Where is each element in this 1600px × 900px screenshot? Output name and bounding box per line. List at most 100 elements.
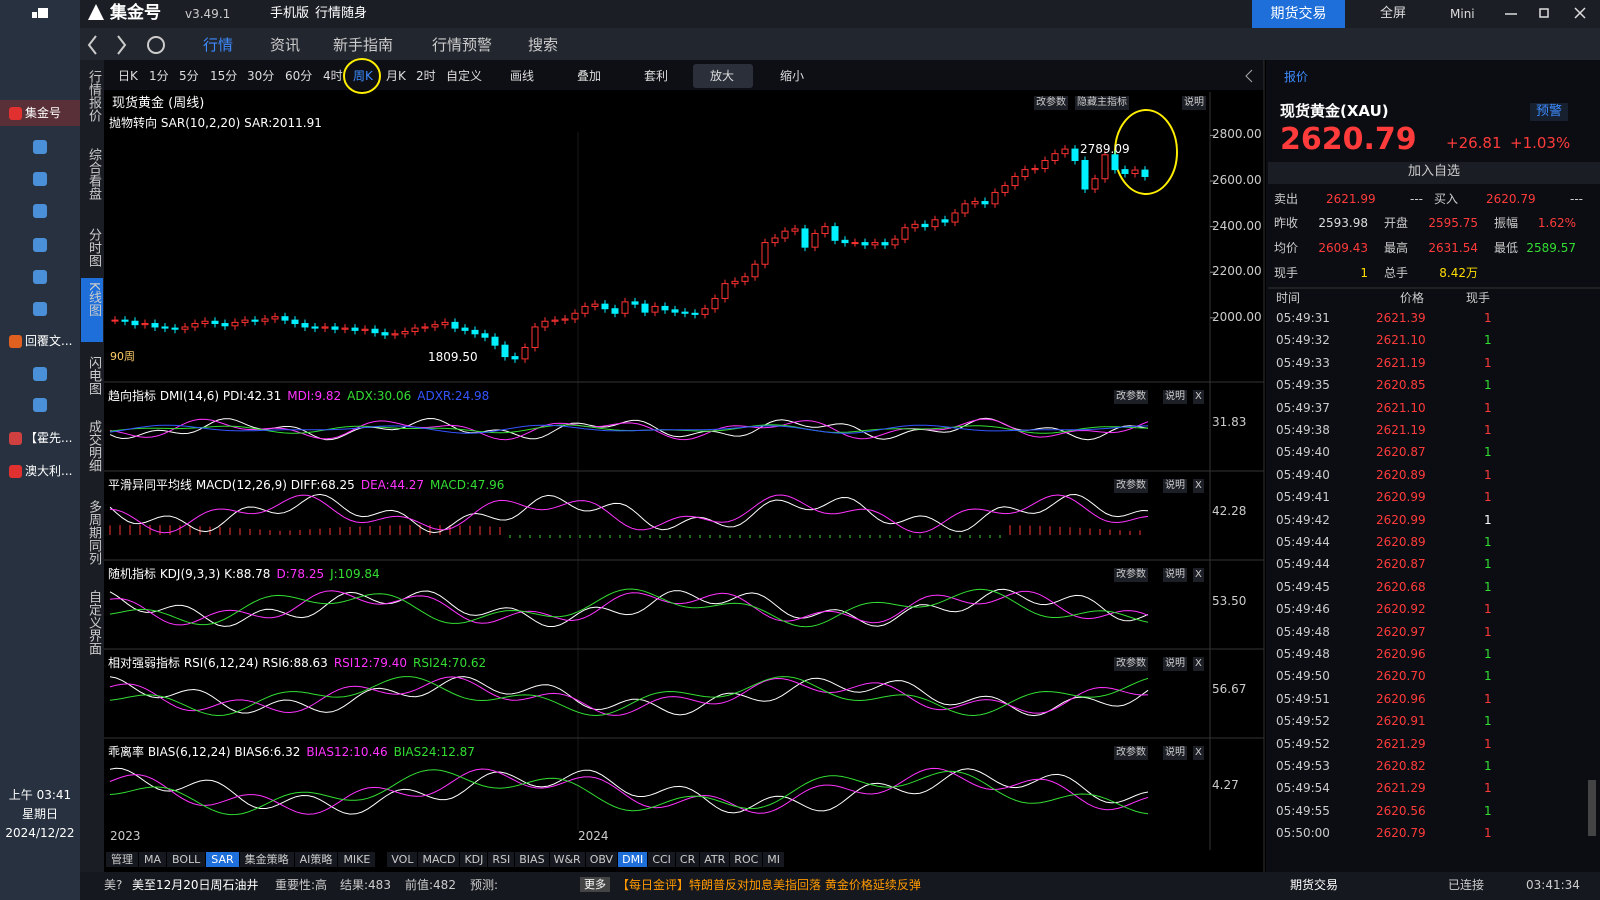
toolbar-item[interactable]: 5分 xyxy=(179,69,199,83)
panel-button[interactable]: 改参数 xyxy=(1114,568,1148,582)
collapse-arrow[interactable] xyxy=(1245,69,1253,83)
toolbar-item[interactable]: 画线 xyxy=(510,69,535,83)
candle xyxy=(1061,148,1069,155)
toolbar-item[interactable]: 15分 xyxy=(210,69,238,83)
nav-item[interactable]: 搜索 xyxy=(528,36,559,54)
indicator-tab[interactable]: MACD xyxy=(418,852,460,868)
tick-price: 2621.19 xyxy=(1376,355,1426,370)
trade-button[interactable]: 期货交易 xyxy=(1270,6,1327,22)
nav-bar xyxy=(80,28,1600,60)
side-tab[interactable]: 行情报价 xyxy=(86,70,101,122)
side-tab[interactable]: 分时图 xyxy=(86,228,101,267)
indicator-tab[interactable]: RSI xyxy=(488,852,515,868)
chart-button[interactable]: 改参数 xyxy=(1034,96,1068,110)
alert-button[interactable]: 预警 xyxy=(1530,103,1569,121)
chart-button[interactable]: 说明 xyxy=(1182,96,1206,110)
toolbar-item[interactable]: 日K xyxy=(118,69,138,83)
status-trade[interactable]: 期货交易 xyxy=(1290,878,1339,892)
toolbar-item[interactable]: 缩小 xyxy=(780,69,805,83)
candle xyxy=(721,283,729,299)
candle xyxy=(1091,178,1099,190)
taskbar-app[interactable]: 回覆文... xyxy=(25,334,73,348)
toolbar-item[interactable]: 月K xyxy=(386,69,406,83)
side-tab[interactable]: 多周期同列 xyxy=(86,500,101,565)
side-tab[interactable]: 自定义界面 xyxy=(86,590,101,655)
toolbar-item[interactable]: 放大 xyxy=(710,69,735,83)
panel-button[interactable]: X xyxy=(1193,746,1204,760)
nav-arrows[interactable] xyxy=(87,35,127,55)
indicator-tab[interactable]: MI xyxy=(763,852,785,868)
panel-button[interactable]: 说明 xyxy=(1163,390,1187,404)
indicator-tab[interactable]: CCI xyxy=(648,852,675,868)
panel-button[interactable]: 说明 xyxy=(1163,746,1187,760)
toolbar-item[interactable]: 套利 xyxy=(644,69,669,83)
main-tab[interactable]: MIKE xyxy=(338,852,376,868)
panel-button[interactable]: X xyxy=(1193,390,1204,404)
tick-price: 2620.68 xyxy=(1376,579,1426,594)
main-tab[interactable]: BOLL xyxy=(167,852,206,868)
stat-value: 2593.98 xyxy=(1318,216,1368,230)
main-tab[interactable]: MA xyxy=(139,852,167,868)
indicator-tab[interactable]: KDJ xyxy=(460,852,488,868)
nav-item[interactable]: 行情 xyxy=(203,36,234,54)
main-tab[interactable]: SAR xyxy=(206,852,239,868)
candle xyxy=(521,346,529,360)
tick-vol: 1 xyxy=(1484,736,1492,751)
candle xyxy=(451,321,459,329)
toolbar-item[interactable]: 60分 xyxy=(285,69,313,83)
window-controls[interactable] xyxy=(1505,7,1586,19)
toolbar-item[interactable]: 2时 xyxy=(416,69,436,83)
indicator-tab[interactable]: ROC xyxy=(730,852,763,868)
taskbar-app[interactable]: 澳大利... xyxy=(25,464,73,478)
nav-item[interactable]: 行情预警 xyxy=(432,36,493,54)
indicator-tab[interactable]: DMI xyxy=(618,852,648,868)
nav-item[interactable]: 新手指南 xyxy=(333,36,394,54)
indicator-tab[interactable]: BIAS xyxy=(515,852,549,868)
main-tab[interactable]: 管理 xyxy=(106,852,138,868)
panel-button[interactable]: 改参数 xyxy=(1114,746,1148,760)
chart-button[interactable]: 隐藏主指标 xyxy=(1075,96,1129,110)
panel-button[interactable]: X xyxy=(1193,479,1204,493)
toolbar-item[interactable]: 周K xyxy=(353,69,373,83)
side-tab[interactable]: 综合看盘 xyxy=(86,148,101,200)
panel-button[interactable]: 改参数 xyxy=(1114,479,1148,493)
toolbar-item[interactable]: 1分 xyxy=(149,69,169,83)
refresh-icon[interactable] xyxy=(147,36,165,54)
nav-item[interactable]: 资讯 xyxy=(270,36,301,54)
toolbar-item[interactable]: 4时 xyxy=(323,69,343,83)
quote-tab[interactable]: 报价 xyxy=(1284,70,1309,84)
tick-vol: 1 xyxy=(1484,400,1492,415)
taskbar-app[interactable]: 集金号 xyxy=(25,106,62,120)
panel-button[interactable]: 说明 xyxy=(1163,479,1187,493)
panel-button[interactable]: 改参数 xyxy=(1114,657,1148,671)
mobile[interactable]: 手机版 xyxy=(270,6,310,21)
taskbar-app[interactable]: 【霍先... xyxy=(25,431,73,445)
mini[interactable]: Mini xyxy=(1450,7,1475,21)
tick-time: 05:49:50 xyxy=(1276,669,1330,684)
panel-button[interactable]: X xyxy=(1193,568,1204,582)
toolbar-item[interactable]: 自定义 xyxy=(446,69,483,83)
side-tab[interactable]: 成交明细 xyxy=(86,420,101,472)
panel-button[interactable]: 说明 xyxy=(1163,568,1187,582)
indicator-part: 相对强弱指标 RSI(6,12,24) RSI6:88.63 xyxy=(108,656,328,670)
side-tab[interactable]: K线图 xyxy=(86,282,101,317)
side-tab[interactable]: 闪电图 xyxy=(86,356,101,395)
indicator-tab[interactable]: W&R xyxy=(549,852,585,868)
fullscreen[interactable]: 全屏 xyxy=(1380,6,1407,21)
panel-button[interactable]: 改参数 xyxy=(1114,390,1148,404)
main-tab[interactable]: AI策略 xyxy=(294,852,338,868)
status-news[interactable]: 【每日金评】特朗普反对加息美指回落 黄金价格延续反弹 xyxy=(617,878,921,892)
indicator-tab[interactable]: CR xyxy=(675,852,700,868)
candle xyxy=(391,333,399,336)
main-tab[interactable]: 集金策略 xyxy=(239,852,294,868)
toolbar-item[interactable]: 30分 xyxy=(247,69,275,83)
panel-button[interactable]: 说明 xyxy=(1163,657,1187,671)
toolbar-item[interactable]: 叠加 xyxy=(577,69,602,83)
status-more[interactable]: 更多 xyxy=(580,877,610,893)
add-watchlist[interactable]: 加入自选 xyxy=(1407,164,1460,179)
indicator-tab[interactable]: ATR xyxy=(700,852,730,868)
indicator-tab[interactable]: OBV xyxy=(585,852,618,868)
panel-button[interactable]: X xyxy=(1193,657,1204,671)
indicator-tab[interactable]: VOL xyxy=(387,852,418,868)
status-previous: 前值:482 xyxy=(405,878,456,892)
